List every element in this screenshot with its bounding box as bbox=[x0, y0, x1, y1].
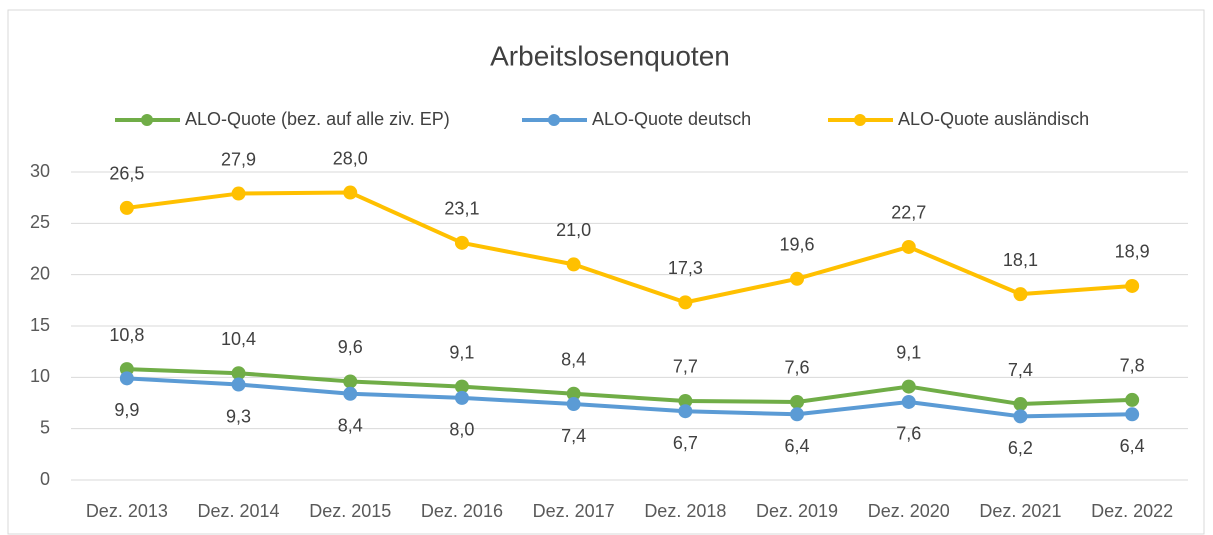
legend-marker bbox=[854, 114, 866, 126]
data-label: 9,1 bbox=[896, 342, 921, 362]
data-label: 18,1 bbox=[1003, 250, 1038, 270]
legend-label: ALO-Quote ausländisch bbox=[898, 109, 1089, 129]
data-point bbox=[231, 377, 246, 392]
data-label: 8,0 bbox=[449, 420, 474, 440]
x-tick-label: Dez. 2019 bbox=[756, 501, 838, 521]
data-label: 10,4 bbox=[221, 329, 256, 349]
data-point bbox=[119, 371, 134, 386]
data-label: 9,3 bbox=[226, 406, 251, 426]
data-point bbox=[901, 379, 916, 394]
x-tick-label: Dez. 2020 bbox=[868, 501, 950, 521]
data-label: 10,8 bbox=[109, 325, 144, 345]
data-label: 7,6 bbox=[896, 424, 921, 444]
data-label: 7,4 bbox=[561, 426, 586, 446]
x-tick-label: Dez. 2021 bbox=[979, 501, 1061, 521]
data-point bbox=[566, 257, 581, 272]
data-point bbox=[231, 186, 246, 201]
legend-label: ALO-Quote deutsch bbox=[592, 109, 751, 129]
data-label: 9,1 bbox=[449, 342, 474, 362]
data-point bbox=[1013, 397, 1028, 412]
y-tick-label: 20 bbox=[30, 263, 50, 283]
data-label: 18,9 bbox=[1115, 242, 1150, 262]
data-point bbox=[1125, 278, 1140, 293]
data-point bbox=[343, 374, 358, 389]
x-tick-label: Dez. 2017 bbox=[533, 501, 615, 521]
data-label: 26,5 bbox=[109, 164, 144, 184]
x-tick-label: Dez. 2016 bbox=[421, 501, 503, 521]
data-point bbox=[454, 390, 469, 405]
data-label: 28,0 bbox=[333, 148, 368, 168]
data-label: 27,9 bbox=[221, 149, 256, 169]
data-point bbox=[343, 386, 358, 401]
data-point bbox=[790, 394, 805, 409]
data-point bbox=[678, 404, 693, 419]
data-label: 6,4 bbox=[785, 436, 810, 456]
x-tick-label: Dez. 2014 bbox=[198, 501, 280, 521]
data-point bbox=[454, 235, 469, 250]
y-tick-label: 25 bbox=[30, 212, 50, 232]
y-tick-label: 0 bbox=[40, 469, 50, 489]
data-label: 7,4 bbox=[1008, 360, 1033, 380]
data-label: 9,9 bbox=[114, 400, 139, 420]
data-point bbox=[1013, 409, 1028, 424]
y-tick-label: 5 bbox=[40, 417, 50, 437]
data-point bbox=[678, 393, 693, 408]
data-label: 6,4 bbox=[1120, 436, 1145, 456]
data-label: 7,7 bbox=[673, 357, 698, 377]
x-tick-label: Dez. 2018 bbox=[644, 501, 726, 521]
data-point bbox=[454, 379, 469, 394]
data-label: 6,7 bbox=[673, 433, 698, 453]
legend-marker bbox=[548, 114, 560, 126]
data-label: 9,6 bbox=[338, 337, 363, 357]
series-line bbox=[126, 367, 1133, 407]
chart-title: Arbeitslosenquoten bbox=[490, 40, 730, 71]
data-point bbox=[231, 366, 246, 381]
legend-label: ALO-Quote (bez. auf alle ziv. EP) bbox=[185, 109, 450, 129]
data-point bbox=[566, 386, 581, 401]
data-label: 19,6 bbox=[780, 235, 815, 255]
data-label: 7,8 bbox=[1120, 356, 1145, 376]
data-point bbox=[566, 397, 581, 412]
series-line bbox=[126, 376, 1133, 419]
data-label: 7,6 bbox=[785, 358, 810, 378]
data-point bbox=[343, 185, 358, 200]
x-tick-label: Dez. 2013 bbox=[86, 501, 168, 521]
data-label: 17,3 bbox=[668, 258, 703, 278]
series-line bbox=[126, 190, 1133, 305]
data-label: 22,7 bbox=[891, 203, 926, 223]
data-point bbox=[790, 407, 805, 422]
y-tick-label: 15 bbox=[30, 315, 50, 335]
legend-marker bbox=[141, 114, 153, 126]
data-point bbox=[119, 200, 134, 215]
data-label: 6,2 bbox=[1008, 438, 1033, 458]
chart-border bbox=[7, 9, 1205, 535]
data-point bbox=[1125, 407, 1140, 422]
data-point bbox=[790, 271, 805, 286]
data-point bbox=[901, 394, 916, 409]
y-tick-label: 30 bbox=[30, 161, 50, 181]
x-tick-label: Dez. 2015 bbox=[309, 501, 391, 521]
data-label: 21,0 bbox=[556, 220, 591, 240]
data-point bbox=[1125, 392, 1140, 407]
data-label: 8,4 bbox=[338, 416, 363, 436]
data-label: 8,4 bbox=[561, 350, 586, 370]
y-tick-label: 10 bbox=[30, 366, 50, 386]
data-point bbox=[901, 239, 916, 254]
data-point bbox=[1013, 287, 1028, 302]
data-label: 23,1 bbox=[444, 199, 479, 219]
x-tick-label: Dez. 2022 bbox=[1091, 501, 1173, 521]
data-point bbox=[678, 295, 693, 310]
